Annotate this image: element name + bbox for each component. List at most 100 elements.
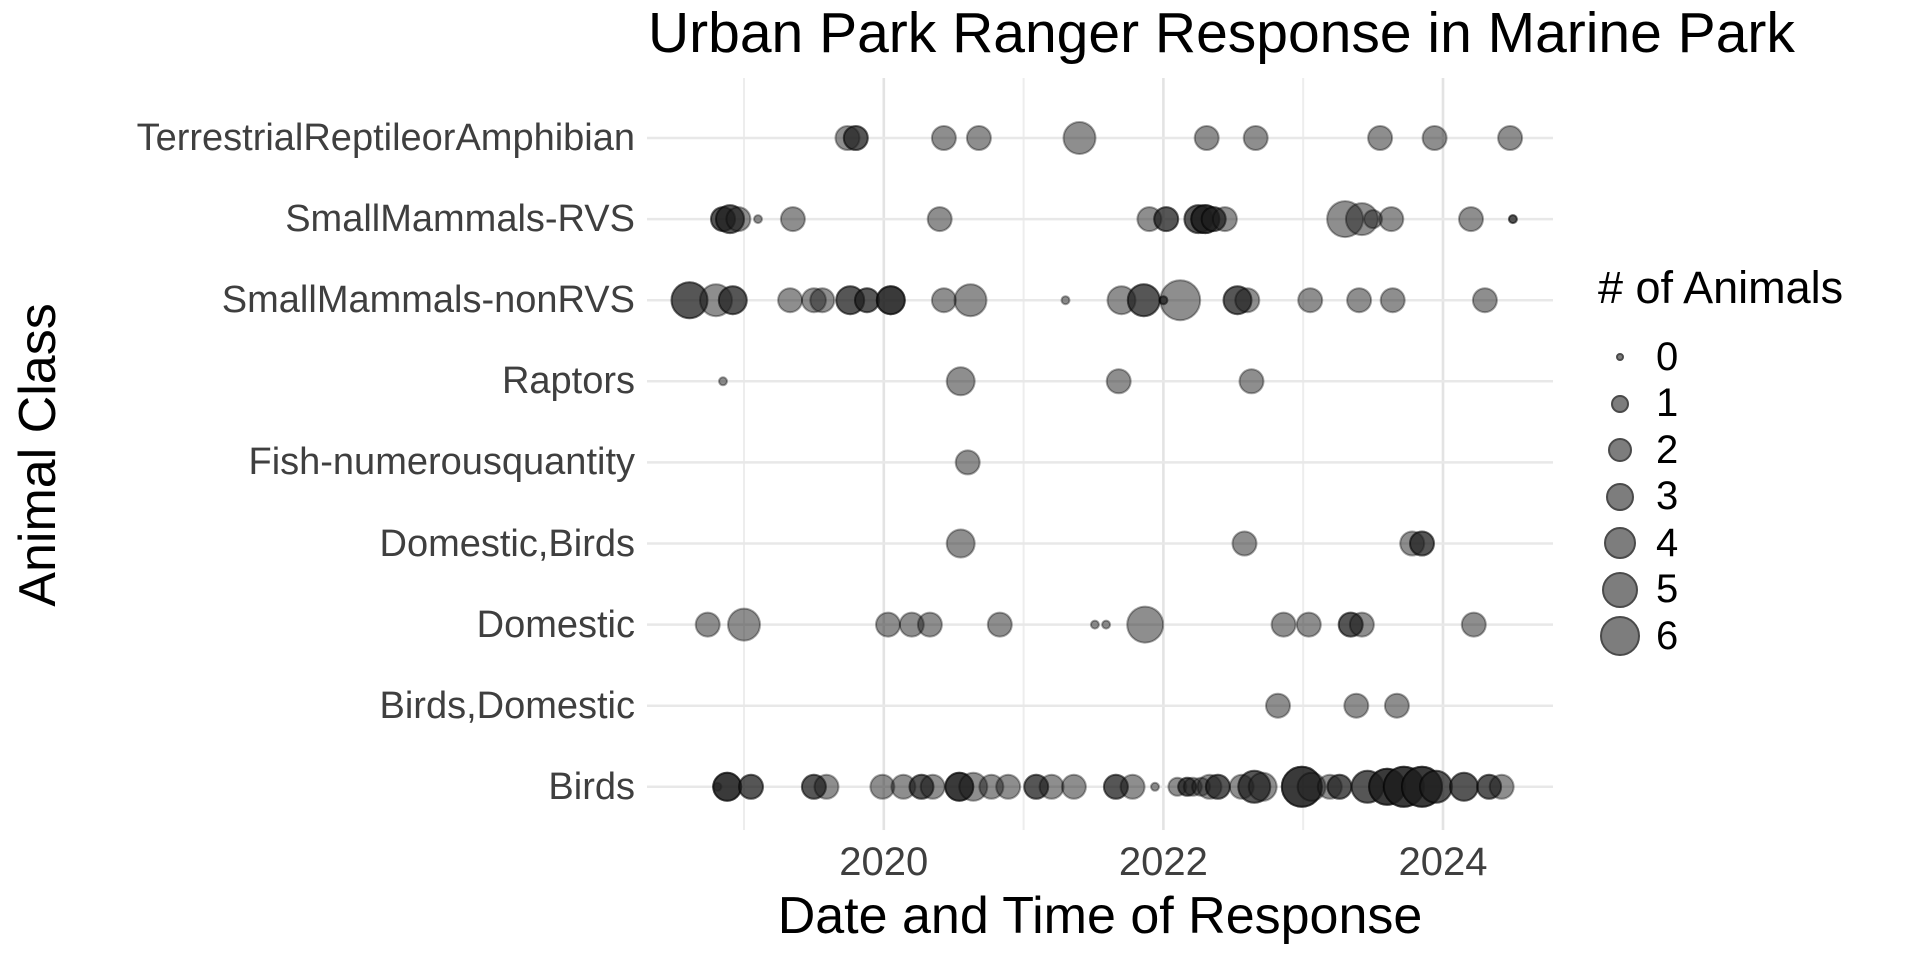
legend-label: 1 [1656,381,1679,426]
data-point [718,376,728,387]
data-point [779,206,806,233]
legend-size-circle [1598,335,1642,379]
data-point [694,611,721,638]
data-point [1343,692,1370,719]
legend-size-circle [1598,475,1642,519]
data-point [1159,279,1202,322]
legend-label: 6 [1656,613,1679,658]
legend-size-circle [1598,428,1642,472]
data-point [945,366,976,397]
legend-entry: 0 [1598,334,1918,381]
data-point [1238,368,1265,395]
data-point [1326,773,1353,800]
data-point [1247,771,1278,802]
data-point [854,287,880,314]
data-point [1126,605,1165,644]
data-point [1089,619,1100,630]
x-tick-label: 2022 [1118,840,1208,884]
data-point [1507,214,1518,225]
data-point [1488,773,1515,800]
data-point [1419,769,1453,804]
data-point [1460,611,1487,638]
data-point [875,611,901,638]
y-tick-label: Birds [548,765,635,808]
data-point [1497,125,1524,151]
data-point [930,125,957,151]
data-point [1193,125,1220,151]
data-point [1211,206,1238,233]
legend-entry: 6 [1598,613,1918,660]
data-point [1153,206,1180,233]
data-point [1458,206,1484,233]
legend-size-circle [1598,614,1642,658]
data-point [953,283,988,318]
y-tick-label: Domestic [476,603,635,646]
data-point [1234,287,1261,314]
legend-label: 2 [1656,427,1679,472]
y-tick-label: SmallMammals-RVS [285,198,635,241]
legend-label: 4 [1656,520,1679,565]
data-point [919,773,946,800]
legend-entry: 1 [1598,381,1918,428]
data-point [1101,619,1112,630]
data-point [813,773,840,800]
data-point [1348,611,1375,638]
data-point [1378,206,1405,233]
data-point [842,125,869,151]
data-point [965,125,992,151]
data-point [875,285,906,316]
data-point [1346,287,1373,314]
legend-label: 3 [1656,474,1679,519]
data-point [727,607,761,642]
x-tick-label: 2024 [1398,840,1488,884]
data-point [1270,611,1297,638]
data-point [1367,125,1394,151]
data-point [1060,773,1087,800]
legend-size-circle [1598,521,1642,565]
x-tick-label: 2020 [839,840,929,884]
data-point [1295,611,1322,638]
legend-entry: 4 [1598,520,1918,567]
data-point [945,528,976,559]
legend-title: # of Animals [1598,262,1844,313]
data-point [986,611,1013,638]
legend-entry: 5 [1598,567,1918,614]
data-point [1383,692,1410,719]
y-tick-label: Birds,Domestic [379,684,636,727]
data-point [1471,287,1498,314]
x-axis-title: Date and Time of Response [777,887,1423,945]
data-point [926,206,953,233]
data-point [916,611,943,638]
data-point [1379,287,1406,314]
data-point [777,287,804,314]
data-point [930,287,957,314]
data-point [1105,368,1132,395]
data-point [1204,773,1231,800]
data-point [717,285,748,316]
legend-entry: 2 [1598,427,1918,474]
data-point [1449,771,1479,802]
legend-size-circle [1598,382,1642,426]
data-point [995,773,1022,800]
chart-title: Urban Park Ranger Response in Marine Par… [648,1,1795,65]
data-point [1126,283,1161,318]
data-point [1409,530,1435,557]
y-tick-label: Fish-numerousquantity [248,441,635,484]
data-point [1421,125,1448,151]
legend-label: 5 [1656,567,1679,612]
legend-label: 0 [1656,334,1679,379]
y-tick-label: Domestic,Birds [379,522,636,565]
plot-panel [647,78,1553,830]
y-tick-label: SmallMammals-nonRVS [221,279,635,322]
y-tick-label: Raptors [501,360,635,403]
data-point [1297,287,1324,314]
data-point [1038,773,1065,800]
data-point [712,771,743,802]
y-tick-label: TerrestrialReptileorAmphibian [136,117,635,159]
legend-entry: 3 [1598,474,1918,521]
data-point [753,214,763,225]
data-point [954,449,981,476]
